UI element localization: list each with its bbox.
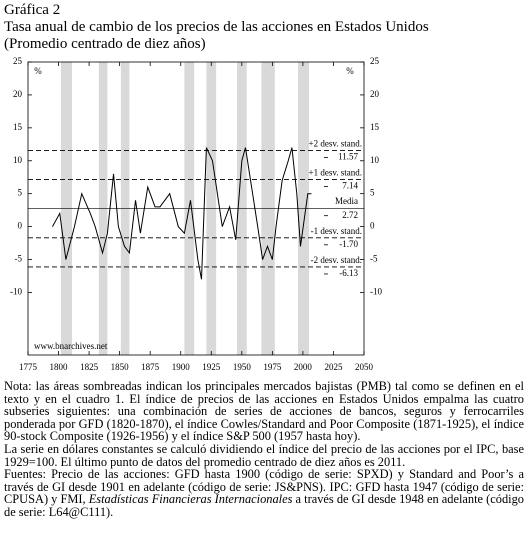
y2-unit: % — [346, 66, 354, 76]
reference-label: -2 desv. stand. — [311, 255, 362, 265]
note-paragraph: Nota: las áreas sombreadas indican los p… — [4, 380, 524, 443]
reference-label: +2 desv. stand. — [309, 138, 363, 148]
note-text: Fuentes: Precio de las acciones: GFD has… — [4, 467, 524, 507]
y-tick-label: 5 — [18, 188, 23, 198]
chart-title: Tasa anual de cambio de los precios de l… — [4, 19, 429, 35]
y-tick-label: 10 — [13, 155, 23, 165]
x-tick-label: 1950 — [233, 362, 252, 372]
note-text: Nota: las áreas sombreadas indican los p… — [4, 379, 524, 444]
x-tick-label: 2000 — [294, 362, 313, 372]
y-tick-label: 20 — [13, 89, 23, 99]
y-tick-label: -10 — [10, 287, 22, 297]
chart-subtitle: (Promedio centrado de diez años) — [4, 36, 206, 52]
y2-tick-label: -5 — [370, 254, 378, 264]
chart-title: Gráfica 2 — [4, 2, 61, 18]
y2-tick-label: -10 — [370, 287, 382, 297]
mean-value: 2.72 — [342, 210, 358, 220]
reference-value: -1.70 — [339, 239, 358, 249]
note-paragraph: La serie en dólares constantes se calcul… — [4, 443, 524, 468]
y2-tick-label: 10 — [370, 155, 380, 165]
reference-value: 7.14 — [342, 181, 358, 191]
data-line — [52, 147, 312, 280]
y2-tick-label: 15 — [370, 122, 380, 132]
y-unit: % — [34, 66, 42, 76]
y-tick-label: -5 — [15, 254, 23, 264]
note-text: La serie en dólares constantes se calcul… — [4, 441, 524, 469]
y2-tick-label: 20 — [370, 89, 380, 99]
reference-value: -6.13 — [339, 268, 358, 278]
reference-label: -1 desv. stand. — [311, 226, 362, 236]
y2-tick-label: 5 — [370, 188, 375, 198]
y-tick-label: 0 — [18, 221, 23, 231]
source-label: www.bnarchives.net — [34, 341, 108, 351]
x-tick-label: 1975 — [263, 362, 282, 372]
x-tick-label: 1875 — [141, 362, 160, 372]
reference-label: +1 desv. stand. — [309, 168, 363, 178]
x-tick-label: 1825 — [80, 362, 99, 372]
x-tick-label: 2025 — [324, 362, 343, 372]
x-tick-label: 1925 — [202, 362, 221, 372]
reference-value: 11.57 — [338, 151, 358, 161]
note-text: a través de GI desde 1948 en adelante (c… — [4, 492, 524, 519]
x-tick-label: 1850 — [111, 362, 130, 372]
y-tick-label: 25 — [13, 56, 23, 66]
mean-label: Media — [335, 196, 358, 206]
y2-tick-label: 0 — [370, 221, 375, 231]
x-tick-label: 1775 — [19, 362, 38, 372]
notes: Nota: las áreas sombreadas indican los p… — [4, 380, 524, 519]
x-tick-label: 1900 — [172, 362, 191, 372]
title-block: Gráfica 2 Tasa anual de cambio de los pr… — [4, 2, 429, 53]
note-paragraph: Fuentes: Precio de las acciones: GFD has… — [4, 468, 524, 518]
y-tick-label: 15 — [13, 122, 23, 132]
y2-tick-label: 25 — [370, 56, 380, 66]
note-text: Estadísticas Financieras Internacionales — [88, 492, 293, 507]
x-tick-label: 2050 — [355, 362, 374, 372]
x-tick-label: 1800 — [50, 362, 69, 372]
